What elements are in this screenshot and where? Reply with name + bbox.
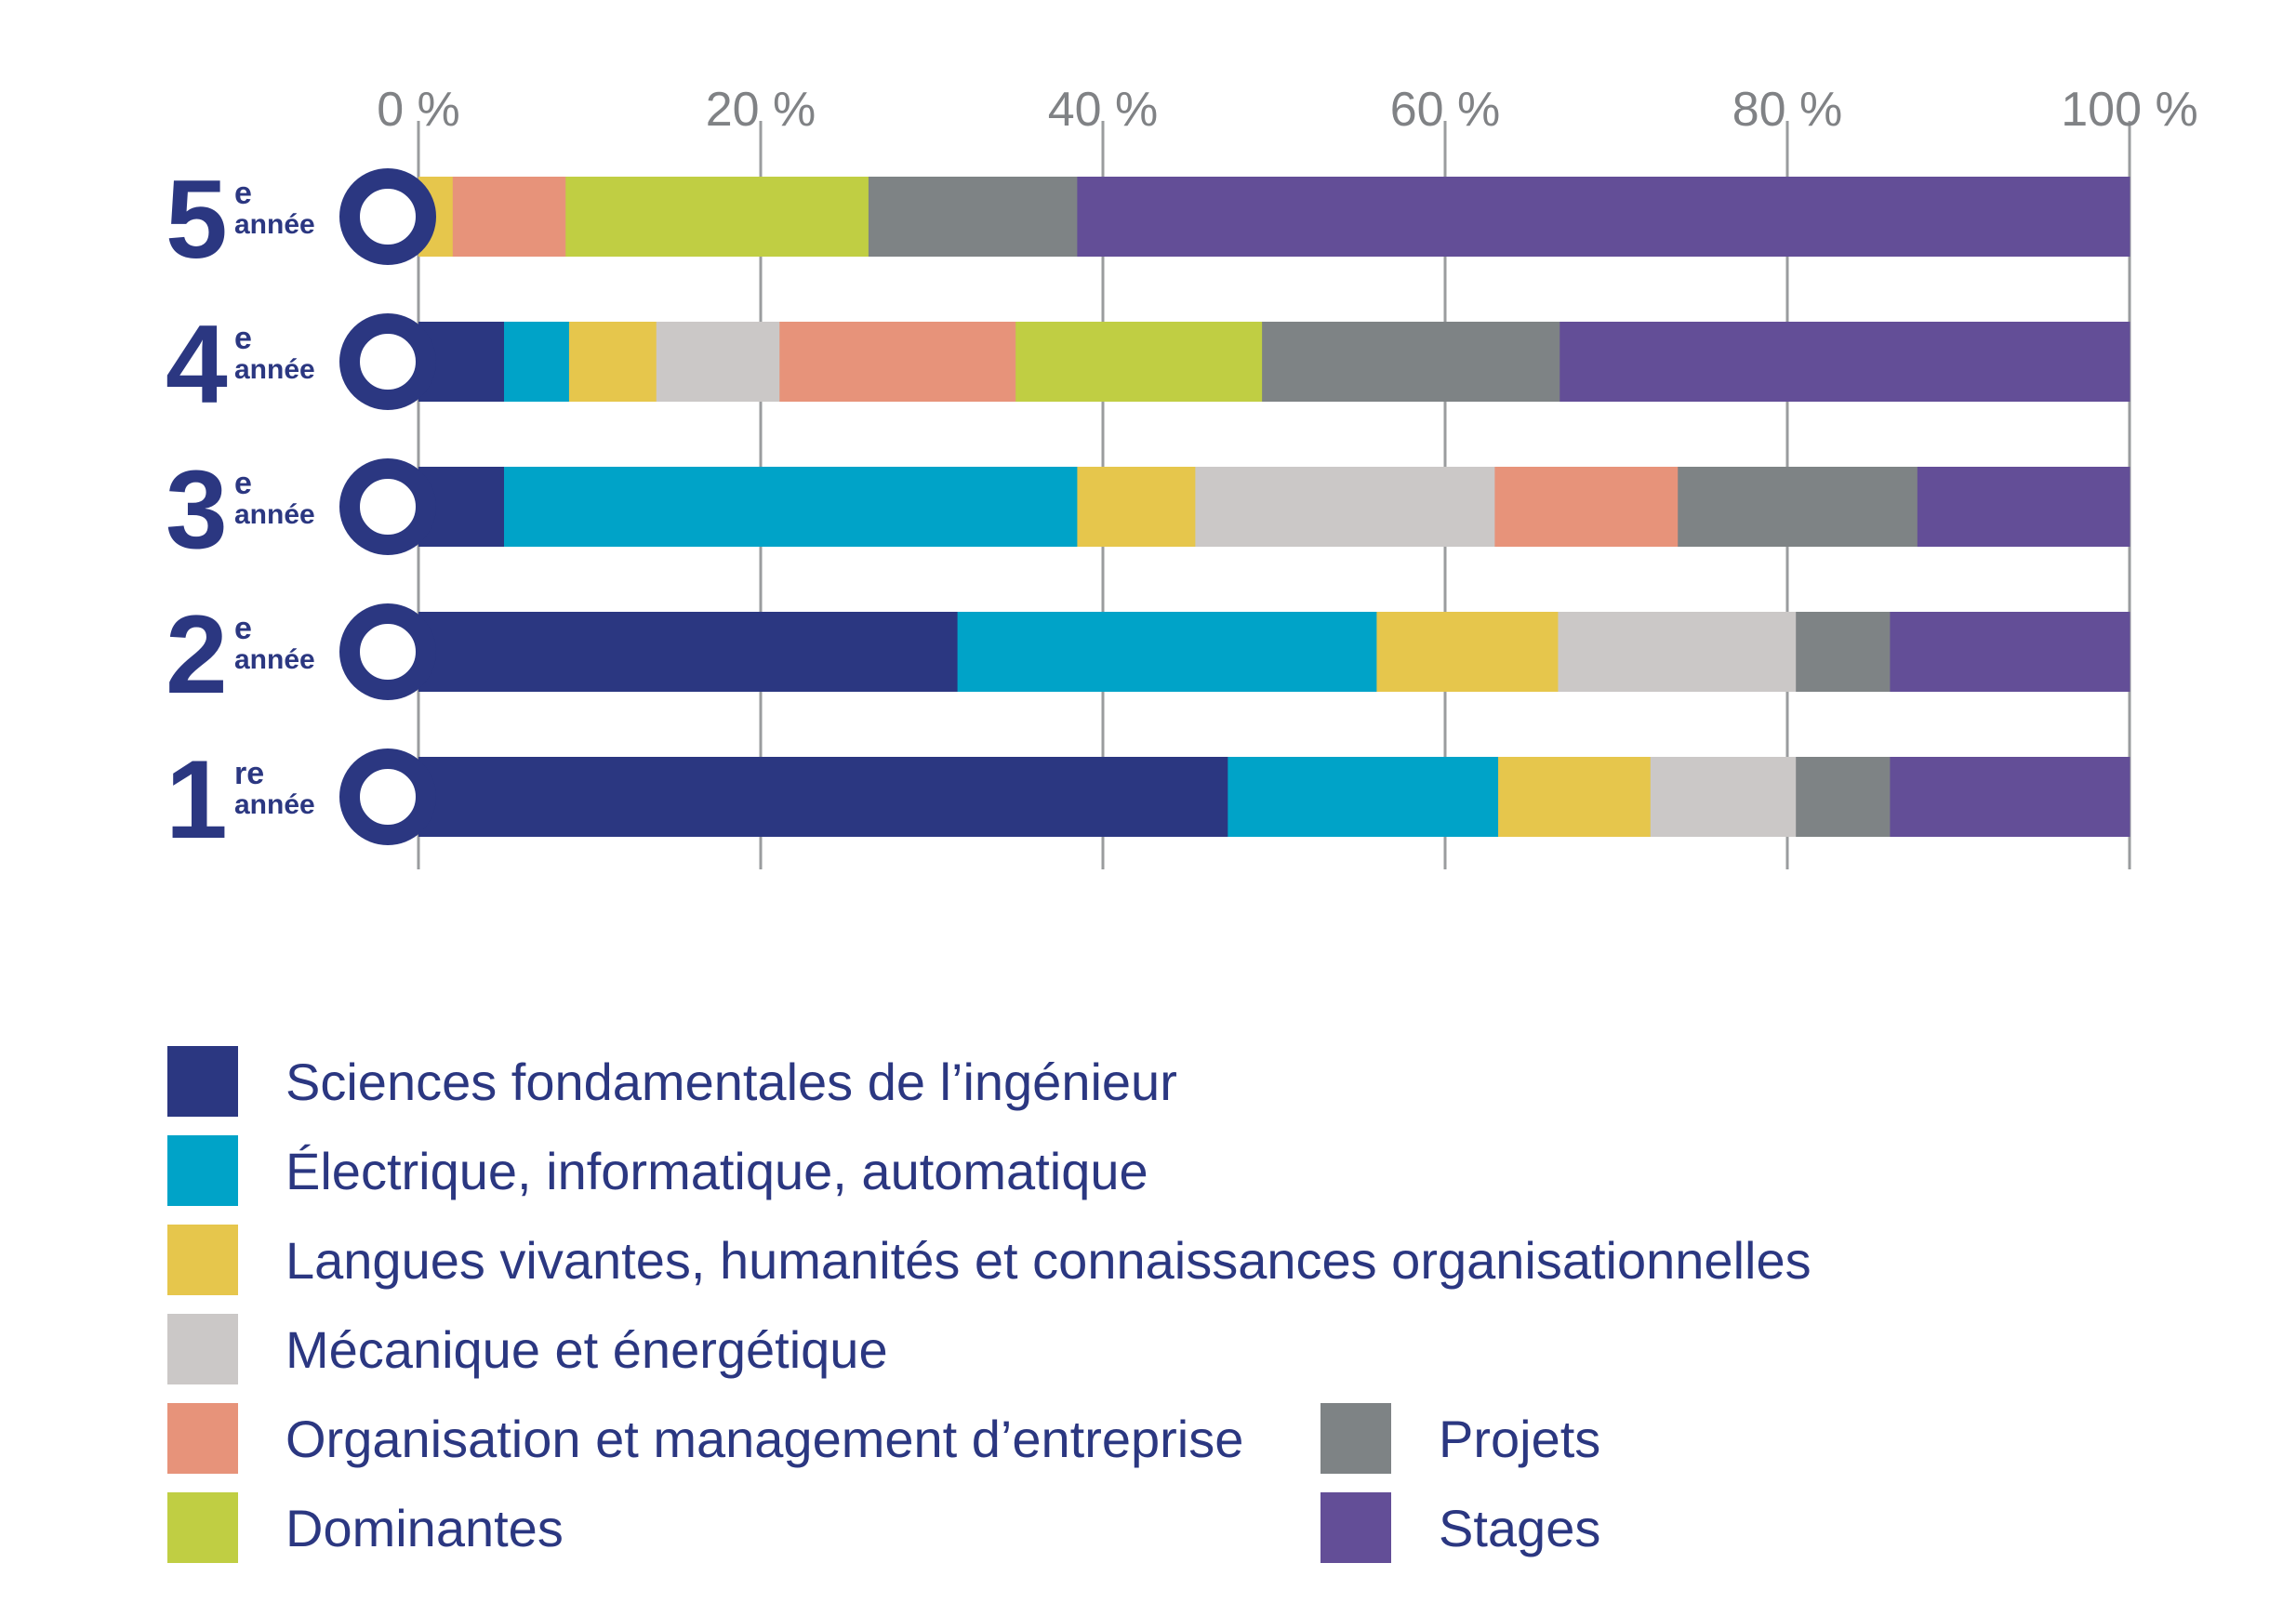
year-number-5: 5 bbox=[166, 157, 228, 282]
year-ring-icon-1 bbox=[339, 748, 436, 845]
bar-segment-3-series-6 bbox=[1678, 467, 1918, 547]
legend-label-5: Dominantes bbox=[285, 1499, 564, 1557]
legend-swatch-1 bbox=[167, 1135, 238, 1206]
bar-segment-4-series-6 bbox=[1262, 322, 1560, 402]
tick-label-60: 60 % bbox=[1390, 83, 1501, 137]
bar-segment-5-series-7 bbox=[1077, 177, 2130, 257]
x-axis-ticks: 0 % 20 % 40 % 60 % 80 % 100 % bbox=[377, 83, 2198, 137]
tick-label-40: 40 % bbox=[1048, 83, 1159, 137]
bar-segment-5-series-5 bbox=[565, 177, 869, 257]
bar-segment-1-series-1 bbox=[1228, 757, 1499, 837]
tick-label-20: 20 % bbox=[706, 83, 816, 137]
year-ring-icon-5 bbox=[339, 168, 436, 265]
year-suffix-2: e bbox=[234, 611, 252, 646]
bar-segment-1-series-3 bbox=[1650, 757, 1797, 837]
year-suffix-5: e bbox=[234, 176, 252, 211]
tick-label-100: 100 % bbox=[2061, 83, 2197, 137]
bar-segment-3-series-7 bbox=[1917, 467, 2130, 547]
year-number-3: 3 bbox=[166, 447, 228, 572]
bar-segment-2-series-1 bbox=[957, 612, 1377, 692]
bars bbox=[418, 177, 2130, 837]
bar-segment-2-series-7 bbox=[1890, 612, 2130, 692]
bar-segment-3-series-1 bbox=[504, 467, 1078, 547]
bar-segment-4-series-4 bbox=[779, 322, 1016, 402]
bar-segment-2-series-6 bbox=[1796, 612, 1891, 692]
legend-swatch-2 bbox=[167, 1225, 238, 1295]
year-number-2: 2 bbox=[166, 592, 228, 717]
bar-segment-3-series-4 bbox=[1494, 467, 1679, 547]
legend-swatch-7 bbox=[1321, 1492, 1391, 1563]
year-suffix-1: re bbox=[234, 756, 264, 791]
bar-segment-4-series-2 bbox=[568, 322, 657, 402]
legend-label-6: Projets bbox=[1439, 1410, 1600, 1468]
legend-swatch-5 bbox=[167, 1492, 238, 1563]
year-ring-icon-2 bbox=[339, 603, 436, 700]
legend-label-1: Électrique, informatique, automatique bbox=[285, 1142, 1148, 1200]
bar-segment-5-series-6 bbox=[868, 177, 1078, 257]
year-ring-icon-4 bbox=[339, 313, 436, 410]
bar-segment-1-series-6 bbox=[1796, 757, 1891, 837]
legend-label-0: Sciences fondamentales de l’ingénieur bbox=[285, 1053, 1177, 1111]
tick-label-80: 80 % bbox=[1732, 83, 1843, 137]
year-word-3: année bbox=[234, 499, 315, 530]
legend-swatch-0 bbox=[167, 1046, 238, 1117]
bar-segment-4-series-7 bbox=[1559, 322, 2130, 402]
bar-segment-1-series-7 bbox=[1890, 757, 2130, 837]
legend-label-4: Organisation et management d’entreprise bbox=[285, 1410, 1243, 1468]
tick-label-0: 0 % bbox=[377, 83, 460, 137]
year-word-5: année bbox=[234, 209, 315, 240]
year-suffix-4: e bbox=[234, 321, 252, 356]
year-word-1: année bbox=[234, 789, 315, 820]
year-word-4: année bbox=[234, 354, 315, 385]
bar-segment-5-series-4 bbox=[452, 177, 566, 257]
bar-segment-3-series-3 bbox=[1195, 467, 1495, 547]
year-number-4: 4 bbox=[166, 302, 228, 427]
legend-label-3: Mécanique et énergétique bbox=[285, 1320, 888, 1379]
bar-segment-1-series-0 bbox=[418, 757, 1228, 837]
legend: Sciences fondamentales de l’ingénieur Éle… bbox=[167, 1046, 1812, 1563]
bar-segment-2-series-2 bbox=[1376, 612, 1559, 692]
legend-swatch-3 bbox=[167, 1314, 238, 1384]
bar-segment-2-series-0 bbox=[418, 612, 959, 692]
legend-swatch-6 bbox=[1321, 1403, 1391, 1474]
legend-label-2: Langues vivantes, humanités et connaissa… bbox=[285, 1231, 1812, 1290]
bar-segment-2-series-3 bbox=[1558, 612, 1797, 692]
bar-segment-1-series-2 bbox=[1498, 757, 1652, 837]
bar-segment-4-series-5 bbox=[1015, 322, 1263, 402]
bar-segment-4-series-1 bbox=[504, 322, 570, 402]
legend-swatch-4 bbox=[167, 1403, 238, 1474]
year-word-2: année bbox=[234, 644, 315, 675]
legend-label-7: Stages bbox=[1439, 1499, 1600, 1557]
year-ring-icon-3 bbox=[339, 458, 436, 555]
year-suffix-3: e bbox=[234, 466, 252, 501]
bar-segment-4-series-3 bbox=[656, 322, 780, 402]
bar-segment-3-series-2 bbox=[1077, 467, 1196, 547]
year-number-1: 1 bbox=[166, 737, 228, 862]
